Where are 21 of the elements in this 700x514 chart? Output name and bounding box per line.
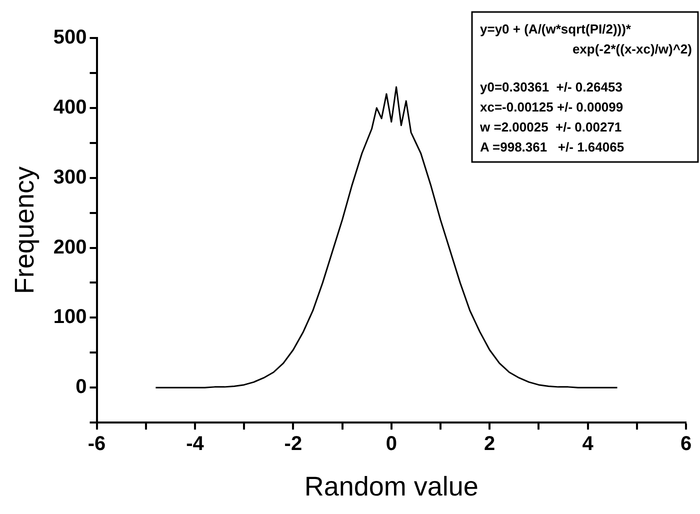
annotation: w =2.00025 +/- 0.00271	[479, 120, 622, 135]
x-tick-label: 0	[386, 433, 397, 456]
annotation: exp(-2*((x-xc)/w)^2)	[572, 42, 692, 57]
x-tick-label: -2	[284, 433, 302, 456]
text: y=y0 + (A/(w*sqrt(PI/2)))*	[480, 22, 632, 37]
y-tick-label: 0	[76, 376, 87, 398]
x-tick-label: 4	[582, 433, 594, 456]
x-tick-label: -4	[186, 433, 205, 456]
y-axis-title: Frequency	[10, 166, 40, 294]
annotation: xc=-0.00125 +/- 0.00099	[480, 100, 624, 115]
x-tick-label: 6	[680, 433, 692, 456]
y-tick-label: 100	[53, 306, 87, 328]
y-tick-label: 300	[53, 166, 87, 188]
x-axis-title: Random value	[304, 471, 478, 502]
y-tick-label: 200	[53, 236, 87, 258]
x-tick-label: 2	[484, 433, 496, 456]
y-tick-label: 400	[53, 96, 87, 118]
annotation: y0=0.30361 +/- 0.26453	[480, 80, 622, 95]
x-tick-label: -6	[88, 433, 106, 456]
y-tick-label: 500	[53, 26, 87, 49]
annotation: A =998.361 +/- 1.64065	[480, 140, 624, 155]
